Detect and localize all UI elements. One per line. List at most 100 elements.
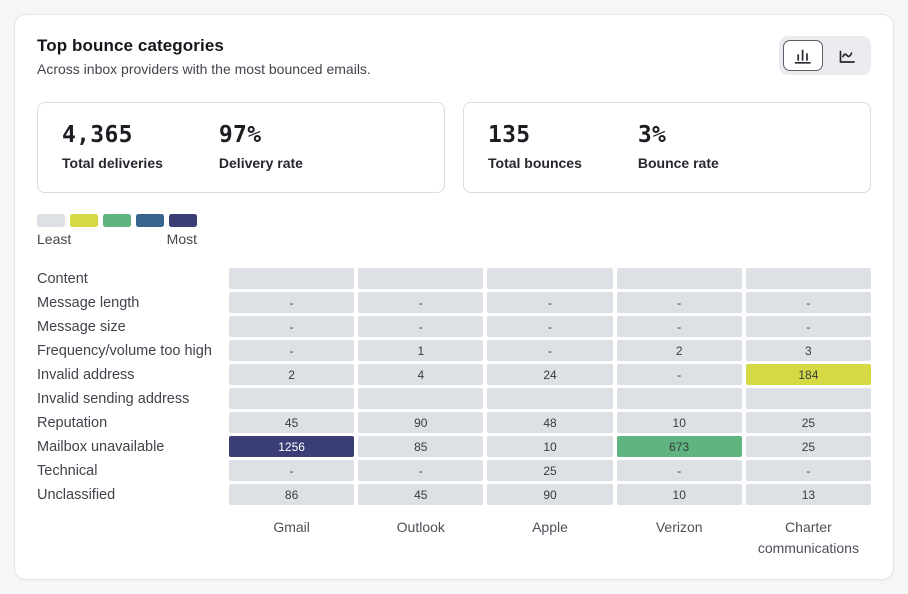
heatmap-cell: - — [229, 460, 355, 481]
heatmap-row-label: Mailbox unavailable — [37, 438, 165, 455]
legend-swatch-1 — [70, 214, 98, 227]
heatmap-cell — [358, 268, 484, 289]
bounces-stat-card: 135 Total bounces 3% Bounce rate — [463, 102, 871, 193]
heatmap-cell — [229, 388, 355, 409]
delivery-rate-value: 97% — [218, 122, 262, 148]
heatmap-row-label: Reputation — [37, 414, 108, 431]
heatmap-cell: - — [229, 292, 355, 313]
heatmap-column-header: Verizon — [655, 519, 703, 535]
heatmap-cell: - — [229, 316, 355, 337]
heatmap-footer-spacer — [37, 533, 225, 534]
total-bounces-stat: 135 Total bounces — [488, 122, 582, 171]
heatmap-row-label: Technical — [37, 462, 98, 479]
total-bounces-value: 135 — [488, 122, 531, 148]
heatmap-cell: 3 — [745, 340, 871, 361]
heatmap-cell: - — [616, 316, 742, 337]
heatmap-cell — [358, 388, 484, 409]
bounce-rate-value: 3% — [637, 122, 667, 148]
heatmap-cell: - — [616, 364, 742, 385]
top-bounce-categories-card: Top bounce categories Across inbox provi… — [14, 14, 894, 580]
heatmap-cell — [616, 268, 742, 289]
heatmap-cell: 45 — [358, 484, 484, 505]
bounce-rate-stat: 3% Bounce rate — [638, 122, 719, 171]
heatmap-cell: - — [487, 316, 613, 337]
heatmap-cell: 24 — [487, 364, 613, 385]
heatmap-row-label: Unclassified — [37, 486, 116, 503]
heatmap-cell — [229, 268, 355, 289]
heatmap-column-header: Outlook — [396, 519, 445, 535]
heatmap-row-label: Message size — [37, 318, 126, 335]
heatmap-cell: 10 — [487, 436, 613, 457]
heatmap-cell: 1256 — [229, 436, 355, 457]
heatmap-cell: 25 — [745, 436, 871, 457]
heatmap-cell: 2 — [616, 340, 742, 361]
chart-type-toggle — [779, 36, 871, 75]
heatmap-column-header: Charter communications — [757, 519, 859, 556]
bar-chart-view-button[interactable] — [783, 40, 823, 71]
delivery-rate-label: Delivery rate — [218, 155, 303, 171]
total-deliveries-value: 4,365 — [62, 122, 133, 148]
bounce-heatmap: Content Message length - - - - - Message size - -… — [37, 268, 871, 559]
line-chart-icon — [837, 47, 857, 65]
heatmap-cell: 1 — [358, 340, 484, 361]
heatmap-cell: - — [616, 292, 742, 313]
heatmap-cell: 10 — [616, 484, 742, 505]
legend-swatch-4 — [169, 214, 197, 227]
heatmap-cell: - — [487, 292, 613, 313]
heatmap-cell: 184 — [745, 364, 871, 385]
heatmap-cell: - — [358, 292, 484, 313]
heatmap-column-header: Apple — [532, 519, 568, 535]
heatmap-cell: 90 — [487, 484, 613, 505]
total-deliveries-label: Total deliveries — [62, 155, 163, 171]
summary-stats-row: 4,365 Total deliveries 97% Delivery rate… — [37, 102, 871, 193]
heatmap-column-header: Gmail — [273, 519, 310, 535]
heatmap-cell — [487, 268, 613, 289]
heatmap-cell — [487, 388, 613, 409]
heatmap-cell: 13 — [745, 484, 871, 505]
heatmap-cell: 673 — [616, 436, 742, 457]
heatmap-cell: 10 — [616, 412, 742, 433]
total-bounces-label: Total bounces — [488, 155, 582, 171]
heatmap-row-label: Content — [37, 270, 88, 287]
heatmap-cell — [616, 388, 742, 409]
legend-labels: Least Most — [37, 231, 197, 247]
heatmap-cell: - — [487, 340, 613, 361]
heatmap-cell: - — [745, 292, 871, 313]
heatmap-row-label: Invalid address — [37, 366, 135, 383]
legend-swatch-2 — [103, 214, 131, 227]
heatmap-cell: 48 — [487, 412, 613, 433]
heatmap-cell: 45 — [229, 412, 355, 433]
heatmap-cell: 85 — [358, 436, 484, 457]
heatmap-row-label: Frequency/volume too high — [37, 342, 212, 359]
heatmap-cell: 2 — [229, 364, 355, 385]
heatmap-cell: - — [745, 460, 871, 481]
page-subtitle: Across inbox providers with the most bou… — [37, 61, 371, 77]
heatmap-cell — [745, 268, 871, 289]
header-text: Top bounce categories Across inbox provi… — [37, 36, 371, 77]
heatmap-row-label: Message length — [37, 294, 140, 311]
heatmap-cell: 25 — [745, 412, 871, 433]
legend-swatches — [37, 214, 197, 227]
heatmap-cell: 90 — [358, 412, 484, 433]
heatmap-row-label: Invalid sending address — [37, 390, 190, 407]
legend-swatch-3 — [136, 214, 164, 227]
heatmap-cell: - — [229, 340, 355, 361]
total-deliveries-stat: 4,365 Total deliveries — [62, 122, 163, 171]
bounce-rate-label: Bounce rate — [637, 155, 719, 171]
card-header: Top bounce categories Across inbox provi… — [37, 36, 871, 77]
page-title: Top bounce categories — [37, 36, 224, 55]
legend-most-label: Most — [166, 231, 197, 247]
heatmap-cell: - — [616, 460, 742, 481]
heatmap-cell: - — [358, 316, 484, 337]
legend-swatch-0 — [37, 214, 65, 227]
delivery-rate-stat: 97% Delivery rate — [219, 122, 303, 171]
heatmap-cell: - — [358, 460, 484, 481]
deliveries-stat-card: 4,365 Total deliveries 97% Delivery rate — [37, 102, 445, 193]
legend-least-label: Least — [37, 231, 72, 247]
heatmap-cell: 25 — [487, 460, 613, 481]
heatmap-cell: 86 — [229, 484, 355, 505]
line-chart-view-button[interactable] — [827, 40, 867, 71]
heatmap-cell: 4 — [358, 364, 484, 385]
heatmap-legend: Least Most — [37, 214, 197, 247]
heatmap-cell — [745, 388, 871, 409]
